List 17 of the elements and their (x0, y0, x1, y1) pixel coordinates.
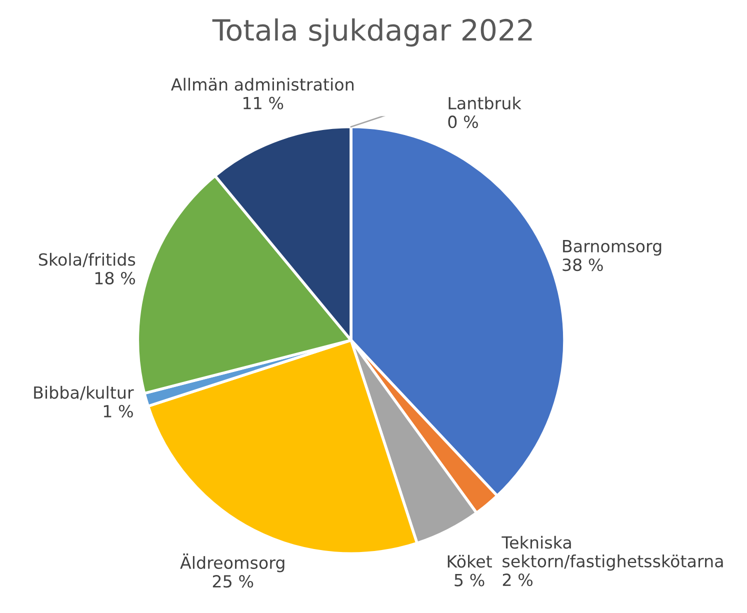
slice-label: Skola/fritids (38, 252, 136, 268)
data-label: 11 % (244, 96, 284, 110)
slice-label: Barnomsorg (563, 240, 662, 256)
data-label: 1 % (104, 404, 133, 418)
data-label: 5 % (454, 574, 484, 586)
slice-label: Äldreomsorg (180, 554, 284, 572)
chart-title: Totala sjukdagar 2022 (212, 18, 532, 47)
slice-label: Allmän administration (171, 78, 354, 91)
data-label: 38 % (562, 258, 603, 272)
data-label: 2 % (502, 573, 533, 586)
slice-label: Bibba/kultur (34, 386, 134, 400)
data-label: 18 % (95, 272, 136, 284)
text: 0 % (448, 116, 478, 128)
slice-label: Köket (448, 554, 492, 568)
data-label: 25 % (212, 575, 254, 588)
category-label: Lantbruk (448, 96, 522, 110)
slice-label: Tekniska sektorn/fastighetsskötarna (502, 536, 723, 571)
